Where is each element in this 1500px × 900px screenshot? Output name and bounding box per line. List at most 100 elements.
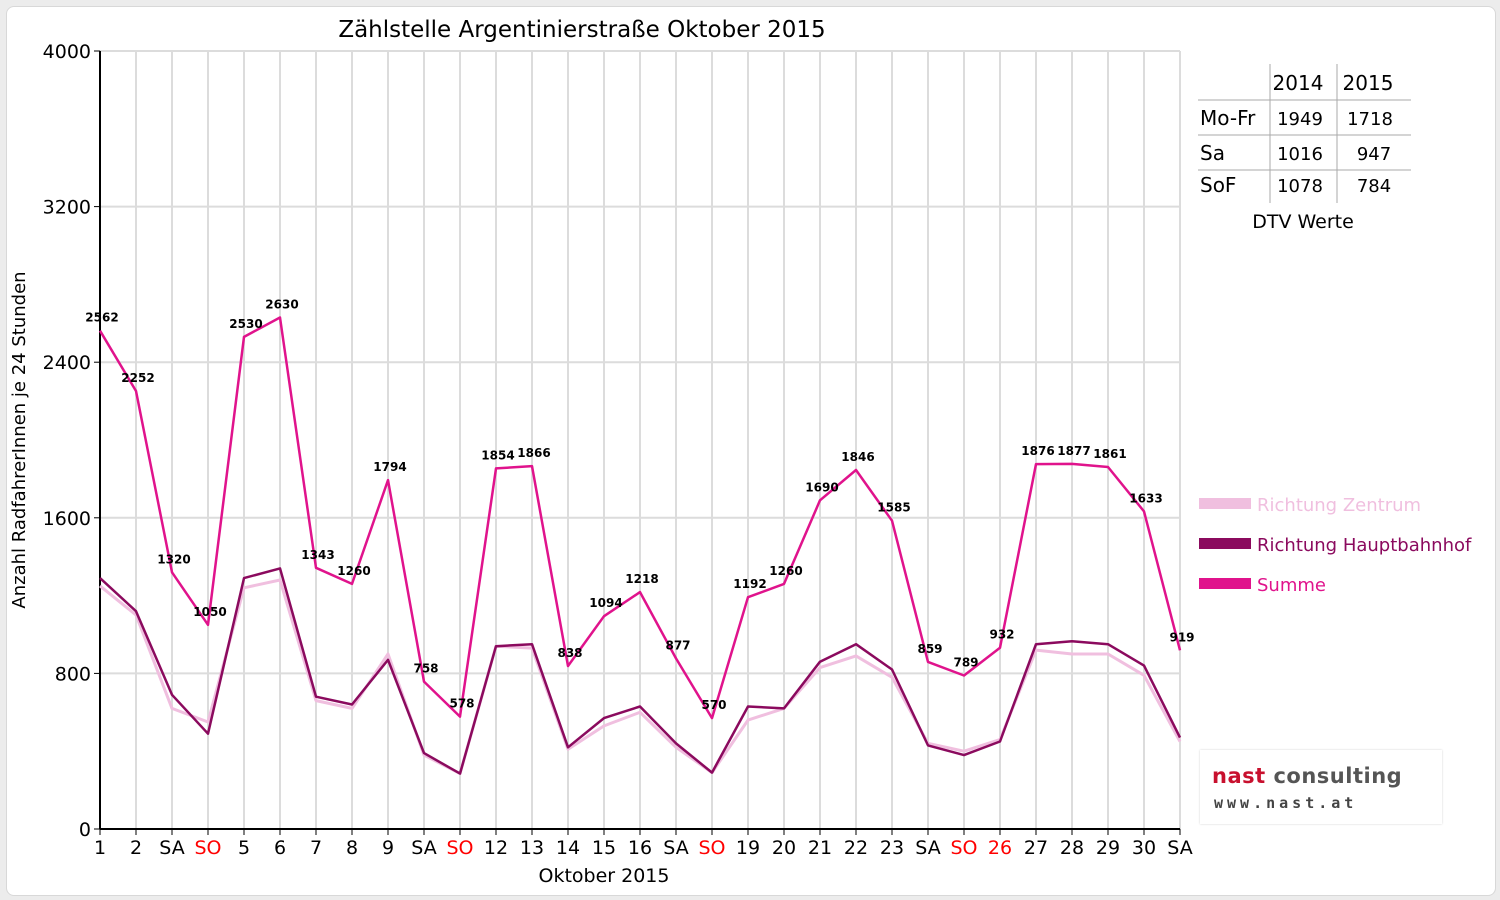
legend-swatch bbox=[1199, 498, 1251, 509]
x-tick-label: 20 bbox=[772, 837, 796, 859]
y-tick-label: 0 bbox=[79, 819, 91, 841]
data-label: 919 bbox=[1169, 630, 1194, 644]
data-label: 1218 bbox=[625, 572, 658, 586]
data-label: 877 bbox=[665, 638, 690, 652]
chart-title: Zählstelle Argentinierstraße Oktober 201… bbox=[338, 17, 825, 43]
x-tick-label: SO bbox=[698, 837, 725, 859]
x-tick-label: 23 bbox=[880, 837, 904, 859]
x-tick-label: SO bbox=[194, 837, 221, 859]
data-label: 789 bbox=[953, 656, 978, 670]
dtv-row-label: Mo-Fr bbox=[1200, 106, 1256, 130]
dtv-table: 2014 2015 Mo-Fr 1949 1718 Sa 1016 947 So… bbox=[1198, 64, 1411, 233]
series-lines bbox=[98, 316, 1182, 776]
legend-swatch bbox=[1199, 578, 1251, 589]
data-label: 1633 bbox=[1129, 491, 1162, 505]
data-label: 1794 bbox=[373, 460, 406, 474]
x-tick-label: 19 bbox=[736, 837, 760, 859]
y-tick-label: 3200 bbox=[43, 197, 91, 219]
data-label: 578 bbox=[449, 697, 474, 711]
x-tick-label: SA bbox=[159, 837, 184, 859]
data-label: 1260 bbox=[337, 564, 370, 578]
x-tick-label: 12 bbox=[484, 837, 508, 859]
dtv-header-2014: 2014 bbox=[1273, 71, 1324, 95]
data-label: 1866 bbox=[517, 446, 550, 460]
data-label: 1854 bbox=[481, 448, 514, 462]
x-tick-label: SA bbox=[663, 837, 688, 859]
x-tick-label: SO bbox=[950, 837, 977, 859]
x-tick-label: 6 bbox=[274, 837, 286, 859]
data-label: 1861 bbox=[1093, 447, 1126, 461]
dtv-header-2015: 2015 bbox=[1343, 71, 1394, 95]
x-tick-label: 29 bbox=[1096, 837, 1120, 859]
data-label: 1846 bbox=[841, 450, 874, 464]
logo-consulting-text: consulting bbox=[1265, 764, 1403, 788]
data-label: 1877 bbox=[1057, 444, 1090, 458]
data-label: 2562 bbox=[85, 311, 118, 325]
dtv-cell: 1078 bbox=[1277, 176, 1323, 197]
x-tick-label: 13 bbox=[520, 837, 544, 859]
x-tick-label: 27 bbox=[1024, 837, 1048, 859]
x-tick-label: 21 bbox=[808, 837, 832, 859]
x-tick-label: 26 bbox=[988, 837, 1012, 859]
x-tick-label: 15 bbox=[592, 837, 616, 859]
y-tick-label: 800 bbox=[55, 663, 91, 685]
data-label: 1876 bbox=[1021, 444, 1054, 458]
x-axis-label: Oktober 2015 bbox=[539, 865, 670, 887]
data-label: 570 bbox=[701, 698, 726, 712]
company-logo: nast consulting www.nast.at bbox=[1200, 750, 1442, 824]
data-label: 1690 bbox=[805, 480, 838, 494]
dtv-cell: 947 bbox=[1357, 144, 1391, 165]
logo-url: www.nast.at bbox=[1214, 794, 1358, 812]
series-line-richtung-hauptbahnhof bbox=[99, 567, 1182, 775]
legend-label: Richtung Zentrum bbox=[1257, 495, 1421, 516]
x-tick-label: SO bbox=[446, 837, 473, 859]
data-label: 1320 bbox=[157, 552, 190, 566]
x-tick-label: SA bbox=[411, 837, 436, 859]
data-label: 2630 bbox=[265, 297, 298, 311]
x-tick-label: 2 bbox=[130, 837, 142, 859]
data-label: 2252 bbox=[121, 371, 154, 385]
data-label: 1343 bbox=[301, 548, 334, 562]
dtv-cell: 784 bbox=[1357, 176, 1391, 197]
x-tick-label: 5 bbox=[238, 837, 250, 859]
dtv-row-label: Sa bbox=[1200, 141, 1225, 165]
data-label: 1050 bbox=[193, 605, 226, 619]
x-tick-label: 28 bbox=[1060, 837, 1084, 859]
data-label: 1192 bbox=[733, 577, 766, 591]
data-label: 1585 bbox=[877, 501, 910, 515]
y-axis-label: Anzahl RadfahrerInnen je 24 Stunden bbox=[9, 271, 30, 608]
x-tick-label: 1 bbox=[94, 837, 106, 859]
dtv-cell: 1718 bbox=[1347, 109, 1393, 130]
dtv-cell: 1949 bbox=[1277, 109, 1323, 130]
legend: Richtung Zentrum Richtung Hauptbahnhof Sum… bbox=[1199, 495, 1472, 596]
x-tick-label: SA bbox=[915, 837, 940, 859]
legend-label: Richtung Hauptbahnhof bbox=[1257, 535, 1472, 556]
legend-swatch bbox=[1199, 538, 1251, 549]
legend-label: Summe bbox=[1257, 575, 1326, 596]
data-label: 2530 bbox=[229, 317, 262, 331]
data-label: 1260 bbox=[769, 564, 802, 578]
x-tick-label: 8 bbox=[346, 837, 358, 859]
x-tick-label: 7 bbox=[310, 837, 322, 859]
logo-nast-text: nast bbox=[1212, 764, 1266, 788]
data-label: 838 bbox=[557, 646, 582, 660]
x-tick-label: 22 bbox=[844, 837, 868, 859]
dtv-row-label: SoF bbox=[1200, 173, 1236, 197]
y-tick-label: 4000 bbox=[43, 41, 91, 63]
x-tick-label: 14 bbox=[556, 837, 580, 859]
data-labels: 2562225213201050253026301343126017947585… bbox=[85, 297, 1194, 712]
x-tick-label: 30 bbox=[1132, 837, 1156, 859]
x-tick-label: 9 bbox=[382, 837, 394, 859]
y-tick-label: 2400 bbox=[43, 352, 91, 374]
x-tick-label: SA bbox=[1167, 837, 1192, 859]
x-tick-label: 16 bbox=[628, 837, 652, 859]
dtv-cell: 1016 bbox=[1277, 144, 1323, 165]
data-label: 859 bbox=[917, 642, 942, 656]
series-line-summe bbox=[98, 316, 1182, 720]
data-label: 758 bbox=[413, 662, 438, 676]
dtv-caption: DTV Werte bbox=[1252, 211, 1354, 233]
grid-lines bbox=[100, 50, 1181, 829]
chart-frame bbox=[6, 6, 1496, 896]
